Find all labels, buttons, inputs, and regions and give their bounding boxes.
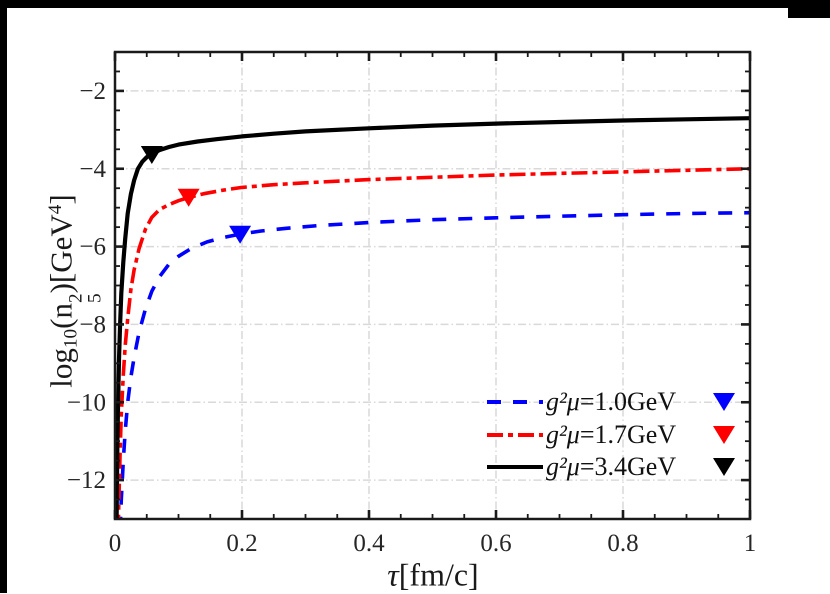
y-tick-label: −2	[79, 78, 106, 105]
triangle-down-icon	[713, 425, 735, 444]
legend-line-sample	[487, 400, 543, 405]
y-tick-label: −8	[79, 311, 106, 338]
legend-label: g²μ=1.0GeV	[546, 387, 677, 417]
x-tick-label: 0.8	[607, 530, 638, 557]
frame-corner-border	[788, 0, 830, 18]
y-tick-label: −10	[67, 389, 106, 416]
legend-line-sample	[487, 432, 543, 437]
triangle-down-marker	[140, 145, 163, 164]
y-tick-labels: −2 −4 −6 −8 −10 −12	[67, 78, 107, 494]
curve-1.0GeV	[118, 210, 750, 519]
x-tick-label: 1	[744, 530, 757, 557]
x-tick-labels: 0 0.2 0.4 0.6 0.8 1	[109, 530, 757, 557]
x-tick-label: 0.6	[480, 530, 511, 557]
frame-top-border	[0, 0, 830, 8]
legend-label: g²μ=3.4GeV	[546, 452, 677, 482]
curve-1.7GeV	[116, 167, 750, 519]
y-axis-label: log10(n 2 5)[GeV4]	[43, 194, 106, 388]
triangle-down-marker	[177, 188, 200, 207]
y-tick-label: −12	[67, 467, 106, 494]
y-tick-label: −4	[79, 156, 106, 183]
x-tick-label: 0.4	[353, 530, 385, 557]
legend: g²μ=1.0GeV g²μ=1.7GeV g²μ=3.4GeV	[487, 386, 739, 484]
legend-line-sample	[487, 465, 543, 470]
triangle-down-marker	[229, 225, 252, 244]
x-axis-label: τ[fm/c]	[387, 556, 479, 593]
gridlines	[115, 52, 750, 519]
triangle-down-icon	[713, 393, 735, 412]
legend-item: g²μ=3.4GeV	[487, 451, 739, 484]
frame-left-border	[0, 0, 7, 593]
axis-ticks	[113, 52, 752, 519]
triangle-down-icon	[713, 458, 735, 477]
legend-label: g²μ=1.7GeV	[546, 419, 677, 449]
y-tick-label: −6	[79, 234, 106, 261]
legend-item: g²μ=1.7GeV	[487, 419, 739, 452]
curve-markers	[140, 145, 252, 244]
legend-item: g²μ=1.0GeV	[487, 386, 739, 419]
x-tick-label: 0.2	[226, 530, 257, 557]
x-tick-label: 0	[109, 530, 122, 557]
